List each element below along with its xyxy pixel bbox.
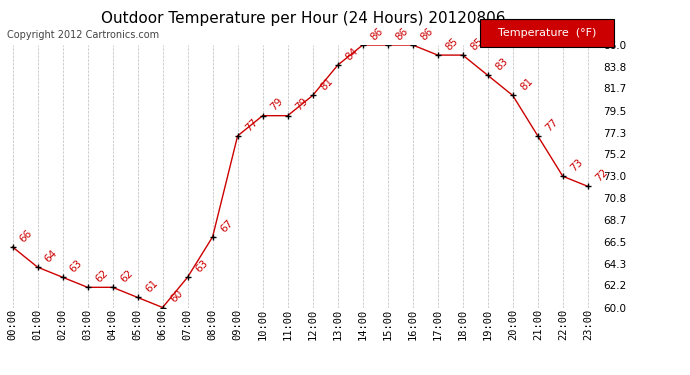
Text: 61: 61: [143, 278, 159, 295]
Text: 79: 79: [268, 96, 285, 113]
Text: 83: 83: [493, 56, 510, 72]
Text: 77: 77: [243, 117, 259, 133]
Text: 84: 84: [343, 46, 359, 62]
Text: 72: 72: [593, 167, 610, 184]
Text: 85: 85: [469, 36, 485, 52]
Text: 60: 60: [168, 288, 184, 305]
Text: 63: 63: [193, 258, 210, 274]
Text: 86: 86: [393, 26, 410, 42]
Text: Outdoor Temperature per Hour (24 Hours) 20120806: Outdoor Temperature per Hour (24 Hours) …: [101, 11, 506, 26]
Text: 62: 62: [93, 268, 110, 285]
Text: 62: 62: [118, 268, 135, 285]
Text: 67: 67: [218, 217, 235, 234]
Text: 77: 77: [543, 117, 560, 133]
Text: 63: 63: [68, 258, 85, 274]
Text: 86: 86: [418, 26, 435, 42]
Text: 81: 81: [318, 76, 335, 93]
Text: 81: 81: [518, 76, 535, 93]
Text: 64: 64: [43, 248, 59, 264]
Text: 73: 73: [569, 157, 585, 174]
Text: Temperature  (°F): Temperature (°F): [497, 28, 596, 38]
Text: 86: 86: [368, 26, 385, 42]
Text: 85: 85: [443, 36, 460, 52]
Text: Copyright 2012 Cartronics.com: Copyright 2012 Cartronics.com: [7, 30, 159, 40]
Text: 79: 79: [293, 96, 310, 113]
Text: 66: 66: [18, 228, 34, 244]
